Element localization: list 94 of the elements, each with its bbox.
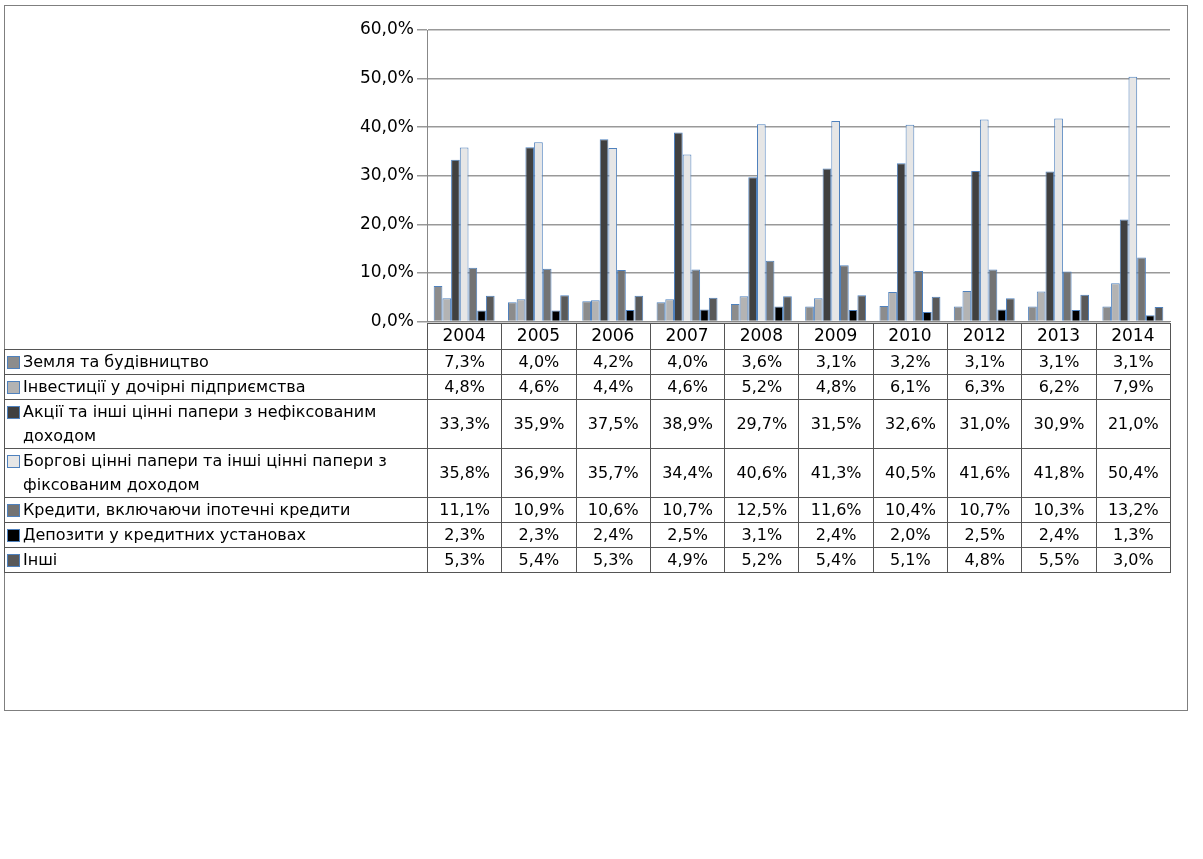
data-label: 40,5% bbox=[873, 448, 948, 498]
data-label: 10,3% bbox=[1021, 497, 1097, 523]
data-label: 4,8% bbox=[427, 374, 502, 400]
x-tick-label: 2007 bbox=[665, 325, 709, 346]
data-label: 4,0% bbox=[650, 349, 725, 375]
data-label: 11,1% bbox=[427, 497, 502, 523]
y-tick-label: 0,0% bbox=[370, 310, 414, 331]
data-label: 4,0% bbox=[501, 349, 577, 375]
data-label: 2,0% bbox=[873, 522, 948, 548]
data-label: 5,4% bbox=[798, 547, 874, 573]
data-label: 3,1% bbox=[1021, 349, 1097, 375]
data-label: 2,4% bbox=[576, 522, 651, 548]
data-label: 3,1% bbox=[947, 349, 1022, 375]
data-label: 7,3% bbox=[427, 349, 502, 375]
data-label: 13,2% bbox=[1096, 497, 1171, 523]
data-label: 37,5% bbox=[576, 399, 651, 449]
data-label: 4,4% bbox=[576, 374, 651, 400]
data-label: 4,8% bbox=[947, 547, 1022, 573]
y-tick-label: 60,0% bbox=[359, 18, 414, 39]
legend-label: Депозити у кредитних установах bbox=[23, 524, 308, 546]
data-label: 10,7% bbox=[650, 497, 725, 523]
legend-label: Боргові цінні папери та інші цінні папери з фіксованим доходом bbox=[23, 450, 388, 496]
data-label: 3,2% bbox=[873, 349, 948, 375]
data-label: 10,9% bbox=[501, 497, 577, 523]
data-label: 11,6% bbox=[798, 497, 874, 523]
data-label: 41,8% bbox=[1021, 448, 1097, 498]
data-label: 35,9% bbox=[501, 399, 577, 449]
x-tick-label: 2009 bbox=[814, 325, 858, 346]
data-label: 10,4% bbox=[873, 497, 948, 523]
data-label: 5,5% bbox=[1021, 547, 1097, 573]
data-label: 6,2% bbox=[1021, 374, 1097, 400]
data-label: 5,2% bbox=[724, 374, 799, 400]
data-label: 4,6% bbox=[501, 374, 577, 400]
data-label: 3,1% bbox=[724, 522, 799, 548]
y-tick-label: 10,0% bbox=[359, 261, 414, 282]
y-tick-label: 30,0% bbox=[359, 164, 414, 185]
data-label: 4,9% bbox=[650, 547, 725, 573]
x-tick-label: 2014 bbox=[1111, 325, 1155, 346]
y-tick-label: 50,0% bbox=[359, 67, 414, 88]
data-label: 6,1% bbox=[873, 374, 948, 400]
data-label: 34,4% bbox=[650, 448, 725, 498]
data-label: 3,1% bbox=[1096, 349, 1171, 375]
data-label: 2,4% bbox=[798, 522, 874, 548]
legend-label: Інші bbox=[23, 549, 59, 571]
data-label: 3,1% bbox=[798, 349, 874, 375]
data-label: 5,3% bbox=[576, 547, 651, 573]
y-tick-label: 40,0% bbox=[359, 115, 414, 136]
data-label: 32,6% bbox=[873, 399, 948, 449]
x-tick-label: 2005 bbox=[516, 325, 561, 346]
data-label: 5,3% bbox=[427, 547, 502, 573]
x-tick-label: 2010 bbox=[888, 325, 932, 346]
x-tick-label: 2013 bbox=[1036, 325, 1081, 346]
data-label: 21,0% bbox=[1096, 399, 1171, 449]
data-label: 1,3% bbox=[1096, 522, 1171, 548]
data-label: 2,5% bbox=[650, 522, 725, 548]
data-label: 3,6% bbox=[724, 349, 799, 375]
x-tick-label: 2012 bbox=[962, 325, 1006, 346]
data-label: 10,6% bbox=[576, 497, 651, 523]
data-label: 30,9% bbox=[1021, 399, 1097, 449]
data-label: 36,9% bbox=[501, 448, 577, 498]
data-label: 3,0% bbox=[1096, 547, 1171, 573]
data-label: 4,6% bbox=[650, 374, 725, 400]
data-label: 2,5% bbox=[947, 522, 1022, 548]
legend-label: Земля та будівництво bbox=[23, 351, 210, 373]
data-label: 10,7% bbox=[947, 497, 1022, 523]
data-label: 35,7% bbox=[576, 448, 651, 498]
data-label: 2,4% bbox=[1021, 522, 1097, 548]
legend-label: Кредити, включаючи іпотечні кредити bbox=[23, 499, 352, 521]
data-label: 38,9% bbox=[650, 399, 725, 449]
x-tick-label: 2004 bbox=[442, 325, 486, 346]
data-label: 7,9% bbox=[1096, 374, 1171, 400]
data-label: 50,4% bbox=[1096, 448, 1171, 498]
data-label: 4,2% bbox=[576, 349, 651, 375]
legend-label: Інвестиції у дочірні підприємства bbox=[23, 376, 307, 398]
data-label: 41,3% bbox=[798, 448, 874, 498]
x-tick-label: 2008 bbox=[739, 325, 783, 346]
x-tick-label: 2006 bbox=[591, 325, 635, 346]
y-tick-label: 20,0% bbox=[359, 212, 414, 233]
data-label: 41,6% bbox=[947, 448, 1022, 498]
data-label: 40,6% bbox=[724, 448, 799, 498]
data-label: 4,8% bbox=[798, 374, 874, 400]
data-label: 31,5% bbox=[798, 399, 874, 449]
legend-label: Акції та інші цінні папери з нефіксованим доходом bbox=[23, 401, 378, 447]
data-label: 5,4% bbox=[501, 547, 577, 573]
data-label: 2,3% bbox=[427, 522, 502, 548]
data-label: 31,0% bbox=[947, 399, 1022, 449]
data-label: 29,7% bbox=[724, 399, 799, 449]
data-label: 2,3% bbox=[501, 522, 577, 548]
data-label: 35,8% bbox=[427, 448, 502, 498]
data-label: 12,5% bbox=[724, 497, 799, 523]
data-label: 5,1% bbox=[873, 547, 948, 573]
data-label: 6,3% bbox=[947, 374, 1022, 400]
data-label: 5,2% bbox=[724, 547, 799, 573]
data-label: 33,3% bbox=[427, 399, 502, 449]
